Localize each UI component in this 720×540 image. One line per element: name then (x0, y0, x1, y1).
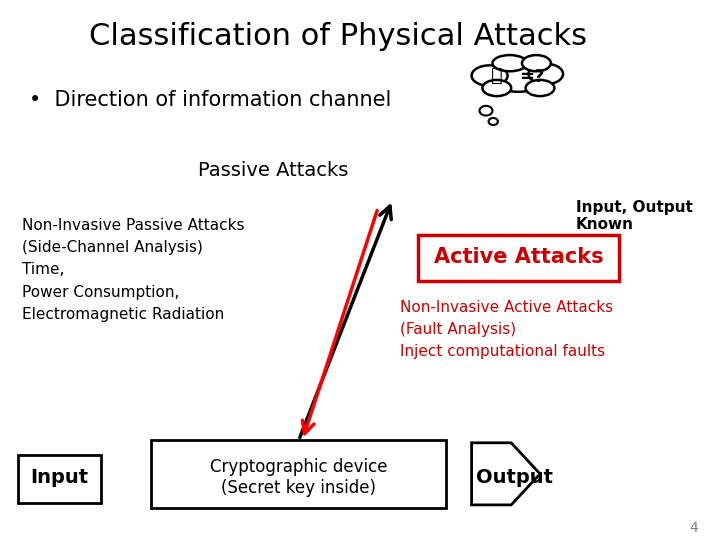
Ellipse shape (482, 80, 511, 96)
Text: Passive Attacks: Passive Attacks (199, 160, 348, 180)
Text: 🔑: 🔑 (491, 66, 503, 85)
Text: Classification of Physical Attacks: Classification of Physical Attacks (89, 22, 588, 51)
Ellipse shape (522, 55, 551, 71)
Ellipse shape (489, 118, 498, 125)
Text: Output: Output (477, 468, 553, 488)
Ellipse shape (492, 55, 527, 71)
Text: 4: 4 (690, 521, 698, 535)
Text: Cryptographic device
(Secret key inside): Cryptographic device (Secret key inside) (210, 458, 387, 497)
Polygon shape (472, 443, 540, 505)
Text: Non-Invasive Active Attacks
(Fault Analysis)
Inject computational faults: Non-Invasive Active Attacks (Fault Analy… (400, 300, 613, 359)
FancyBboxPatch shape (18, 455, 101, 503)
Ellipse shape (491, 65, 546, 92)
Ellipse shape (526, 80, 554, 96)
FancyBboxPatch shape (418, 235, 619, 281)
Ellipse shape (528, 64, 563, 84)
Ellipse shape (472, 65, 508, 86)
FancyBboxPatch shape (151, 440, 446, 508)
Text: Input: Input (30, 468, 88, 488)
Text: Active Attacks: Active Attacks (433, 247, 603, 267)
Text: •  Direction of information channel: • Direction of information channel (29, 90, 391, 110)
Ellipse shape (480, 106, 492, 116)
Text: Non-Invasive Passive Attacks
(Side-Channel Analysis)
Time,
Power Consumption,
El: Non-Invasive Passive Attacks (Side-Chann… (22, 218, 244, 322)
Text: =?: =? (518, 68, 544, 86)
Text: Input, Output
Known: Input, Output Known (576, 200, 693, 232)
